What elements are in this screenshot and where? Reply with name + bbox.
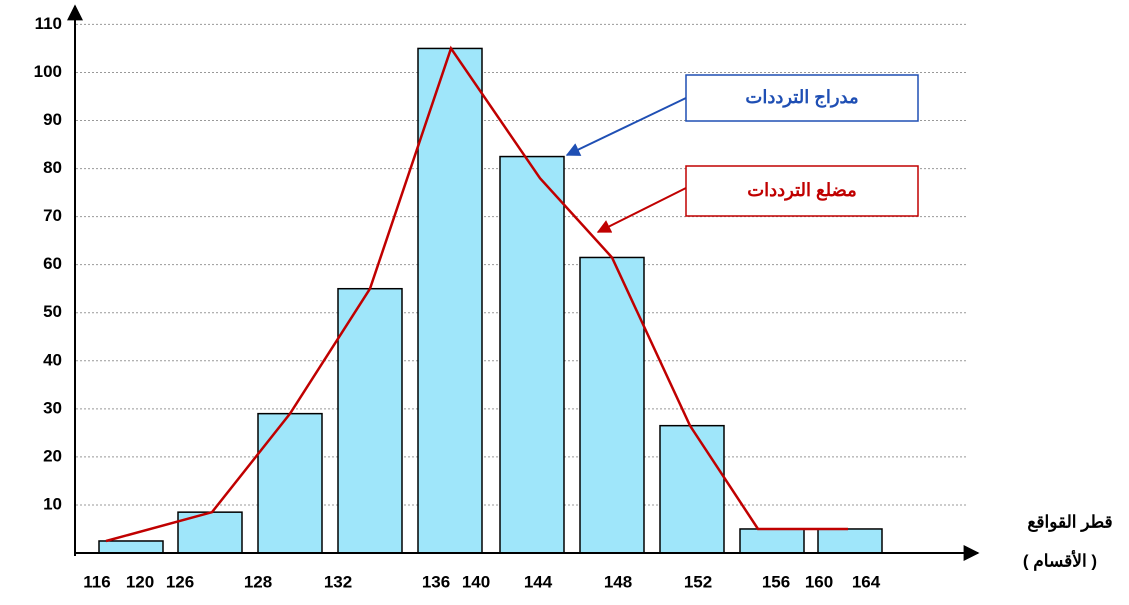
y-tick-label: 30 <box>43 398 62 417</box>
x-tick-label: 164 <box>852 572 881 591</box>
bar <box>98 540 164 554</box>
bar <box>739 528 805 554</box>
annotation-text: مدراج الترددات <box>745 87 858 108</box>
bars <box>98 47 883 554</box>
bar <box>817 528 883 554</box>
y-tick-label: 100 <box>34 62 62 81</box>
y-tick-label: 50 <box>43 302 62 321</box>
annotation-box <box>685 74 919 122</box>
x-tick-label: 144 <box>524 572 553 591</box>
bar <box>659 424 725 554</box>
x-tick-label: 126 <box>166 572 194 591</box>
y-tick-label: 40 <box>43 350 62 369</box>
x-tick-label: 156 <box>762 572 790 591</box>
x-tick-label: 160 <box>805 572 833 591</box>
annotation-box <box>685 165 919 217</box>
x-axis-label: قطر القواقع <box>1027 512 1112 532</box>
x-tick-label: 152 <box>684 572 712 591</box>
annotation-arrow <box>565 97 687 156</box>
x-tick-label: 132 <box>324 572 352 591</box>
bar <box>579 256 645 554</box>
y-tick-label: 60 <box>43 254 62 273</box>
y-tick-label: 20 <box>43 446 62 465</box>
y-tick-label: 110 <box>35 14 62 33</box>
x-axis-label: ( الأقسام ) <box>1023 549 1097 571</box>
y-tick-label: 90 <box>43 110 62 129</box>
x-tick-label: 128 <box>244 572 272 591</box>
annotation-arrow <box>596 187 687 233</box>
bar <box>257 412 323 554</box>
x-tick-label: 116 <box>83 572 110 591</box>
x-tick-label: 120 <box>126 572 154 591</box>
annotation-text: مضلع الترددات <box>747 180 857 201</box>
bar <box>499 155 565 554</box>
x-tick-label: 148 <box>604 572 632 591</box>
y-tick-label: 70 <box>43 206 62 225</box>
y-tick-label: 10 <box>43 494 62 513</box>
y-tick-label: 80 <box>43 158 62 177</box>
frequency-polygon <box>105 45 848 543</box>
bar <box>417 47 483 554</box>
x-tick-label: 140 <box>462 572 490 591</box>
x-tick-label: 136 <box>422 572 450 591</box>
bar <box>337 287 403 554</box>
